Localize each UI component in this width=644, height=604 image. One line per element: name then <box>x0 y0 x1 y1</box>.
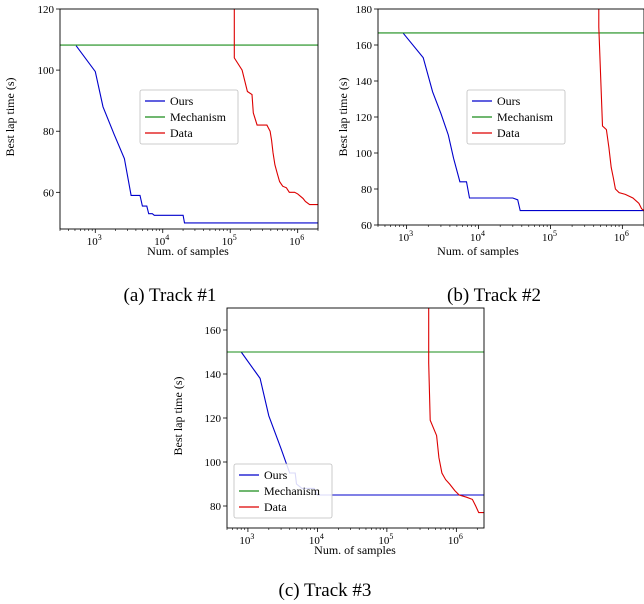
series-line-ours-track-2 <box>402 32 644 212</box>
legend-track-2: Ours Mechanism Data <box>466 89 566 145</box>
legend-label-data: Data <box>170 126 193 140</box>
y-axis-label-track-3: Best lap time (s) <box>171 377 185 456</box>
y-tick-label: 120 <box>205 413 222 425</box>
x-axis-label-track-1: Num. of samples <box>147 244 229 258</box>
legend-label-data: Data <box>497 126 520 140</box>
y-axis-label-track-2: Best lap time (s) <box>336 78 350 157</box>
y-tick-label: 80 <box>361 184 373 196</box>
y-tick-label: 80 <box>210 501 222 513</box>
x-tick-label: 103 <box>239 532 254 547</box>
y-tick-label: 60 <box>361 220 373 232</box>
y-tick-label: 80 <box>43 126 55 138</box>
legend-box <box>139 89 239 145</box>
y-tick-label: 120 <box>356 112 373 124</box>
series-line-data-track-1 <box>233 9 318 206</box>
legend-label-ours: Ours <box>497 94 521 108</box>
x-tick-label: 106 <box>289 233 304 248</box>
x-tick-label: 104 <box>470 229 485 244</box>
series-line-data-track-3 <box>428 308 484 514</box>
series-line-ours-track-1 <box>75 45 318 224</box>
y-tick-label: 100 <box>356 148 373 160</box>
legend-box <box>466 89 566 145</box>
x-tick-label: 106 <box>448 532 463 547</box>
legend-label-mechanism: Mechanism <box>170 110 227 124</box>
panel-track-2: 60 80 100 120 140 160 180 103 104 105 106 Best lap… <box>336 4 644 306</box>
y-tick-label: 140 <box>356 76 373 88</box>
legend-box <box>233 463 333 519</box>
caption-track-3: (c) Track #3 <box>279 580 372 601</box>
legend-track-3: Ours Mechanism Data <box>233 463 333 519</box>
x-tick-label: 103 <box>398 229 413 244</box>
y-tick-label: 160 <box>356 40 373 52</box>
legend-label-data: Data <box>264 500 287 514</box>
y-tick-label: 100 <box>205 457 222 469</box>
x-axis-label-track-3: Num. of samples <box>314 543 396 557</box>
legend-label-ours: Ours <box>170 94 194 108</box>
y-axis-label-track-1: Best lap time (s) <box>3 78 17 157</box>
caption-track-1: (a) Track #1 <box>124 285 217 306</box>
x-axis-label-track-2: Num. of samples <box>437 244 519 258</box>
caption-track-2: (b) Track #2 <box>447 285 541 306</box>
x-tick-label: 106 <box>614 229 629 244</box>
y-tick-label: 60 <box>43 187 55 199</box>
legend-track-1: Ours Mechanism Data <box>139 89 239 145</box>
x-tick-label: 103 <box>87 233 102 248</box>
axes-frame-track-1 <box>59 8 319 230</box>
series-line-data-track-2 <box>598 9 644 212</box>
y-tick-label: 180 <box>356 4 373 16</box>
y-tick-label: 160 <box>205 325 222 337</box>
legend-label-mechanism: Mechanism <box>497 110 554 124</box>
y-tick-label: 100 <box>38 65 55 77</box>
plot-area-track-2: 60 80 100 120 140 160 180 103 104 105 106 <box>356 4 644 244</box>
legend-label-mechanism: Mechanism <box>264 484 321 498</box>
x-tick-label: 105 <box>542 229 557 244</box>
y-tick-label: 140 <box>205 369 222 381</box>
y-tick-label: 120 <box>38 4 55 16</box>
legend-label-ours: Ours <box>264 468 288 482</box>
